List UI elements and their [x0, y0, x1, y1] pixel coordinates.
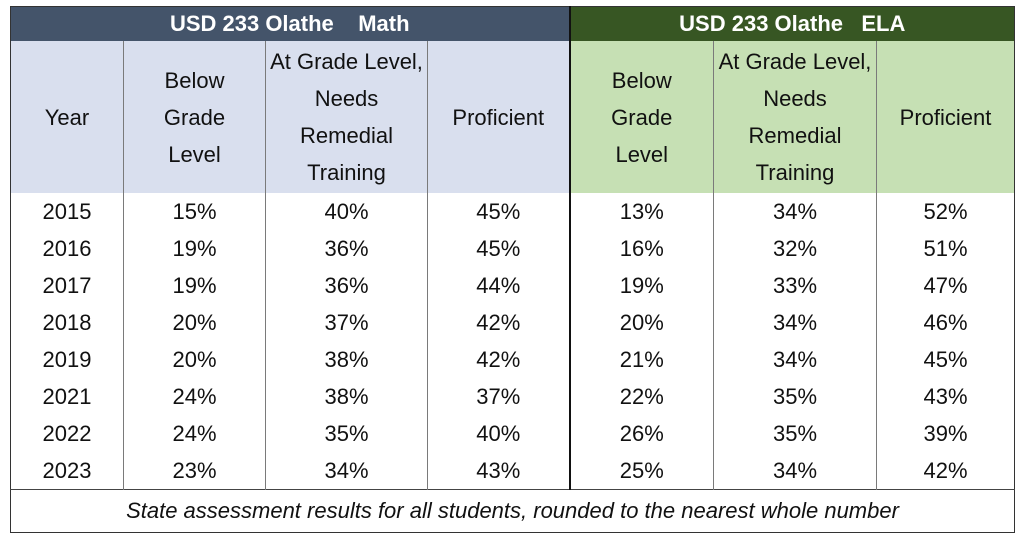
math-below-grade-cell: 20% [123, 304, 266, 341]
math-proficient-cell: 42% [427, 304, 570, 341]
table-row: 2023 23% 34% 43% 25% 34% 42% [11, 452, 1015, 490]
year-cell: 2018 [42, 309, 92, 335]
ela-below-grade-cell: 22% [568, 378, 714, 415]
math-at-grade-cell: 35% [265, 415, 428, 452]
year-cell: 2015 [42, 198, 92, 224]
year-cell: 2019 [42, 346, 92, 372]
ela-at-grade-cell: 34% [713, 452, 877, 490]
ela-at-grade-cell: 33% [713, 267, 877, 304]
math-at-grade-header: At Grade Level, Needs Remedial Training [265, 41, 428, 193]
math-proficient-cell: 44% [427, 267, 570, 304]
math-at-grade-cell: 36% [265, 230, 428, 267]
table-row: 2021 24% 38% 37% 22% 35% 43% [11, 378, 1015, 415]
math-at-grade-cell: 37% [265, 304, 428, 341]
math-proficient-cell: 37% [427, 378, 570, 415]
ela-proficient-cell: 51% [875, 230, 1015, 267]
math-below-grade-cell: 24% [123, 378, 266, 415]
year-cell: 2021 [42, 383, 92, 409]
ela-below-grade-cell: 16% [568, 230, 714, 267]
math-below-grade-cell: 15% [123, 193, 266, 230]
table-row: 2018 20% 37% 42% 20% 34% 46% [11, 304, 1015, 341]
math-at-grade-cell: 36% [265, 267, 428, 304]
math-at-grade-cell: 34% [265, 452, 428, 490]
ela-proficient-cell: 45% [875, 341, 1015, 378]
math-at-grade-cell: 38% [265, 341, 428, 378]
column-header-row: Year Below Grade Level At Grade Level, N… [10, 41, 1015, 193]
year-cell: 2023 [42, 457, 92, 483]
year-cell: 2017 [42, 272, 92, 298]
math-proficient-cell: 42% [427, 341, 570, 378]
math-proficient-cell: 45% [427, 193, 570, 230]
table-row: 2017 19% 36% 44% 19% 33% 47% [11, 267, 1015, 304]
ela-at-grade-cell: 34% [713, 341, 877, 378]
ela-proficient-cell: 47% [875, 267, 1015, 304]
ela-group-title: USD 233 Olathe ELA [568, 6, 1015, 41]
ela-at-grade-cell: 32% [713, 230, 877, 267]
assessment-results-table: USD 233 Olathe Math USD 233 Olathe ELA Y… [10, 6, 1016, 533]
math-below-grade-cell: 24% [123, 415, 266, 452]
math-proficient-cell: 43% [427, 452, 570, 490]
ela-at-grade-cell: 35% [713, 378, 877, 415]
ela-below-grade-cell: 21% [568, 341, 714, 378]
year-cell: 2016 [42, 235, 92, 261]
math-at-grade-cell: 38% [265, 378, 428, 415]
math-proficient-cell: 45% [427, 230, 570, 267]
assessment-table-container: USD 233 Olathe Math USD 233 Olathe ELA Y… [10, 6, 1016, 533]
ela-below-grade-cell: 13% [568, 193, 714, 230]
ela-below-grade-cell: 19% [568, 267, 714, 304]
ela-below-grade-header: Below Grade Level [568, 41, 714, 193]
ela-proficient-cell: 52% [875, 193, 1015, 230]
math-below-grade-header: Below Grade Level [123, 41, 266, 193]
year-column-header: Year [10, 41, 124, 193]
table-row: 2022 24% 35% 40% 26% 35% 39% [11, 415, 1015, 452]
year-cell: 2022 [42, 420, 92, 446]
math-proficient-cell: 40% [427, 415, 570, 452]
footnote-row: State assessment results for all student… [10, 489, 1015, 533]
math-below-grade-cell: 19% [123, 267, 266, 304]
results-body: 2015 15% 40% 45% 13% 34% 52% 2016 19% 36% 45% 16% 32… [11, 193, 1015, 490]
ela-proficient-header: Proficient [875, 41, 1015, 193]
ela-at-grade-cell: 34% [713, 304, 877, 341]
table-row: 2016 19% 36% 45% 16% 32% 51% [11, 230, 1015, 267]
math-proficient-header: Proficient [427, 41, 570, 193]
ela-at-grade-cell: 34% [713, 193, 877, 230]
ela-proficient-cell: 42% [875, 452, 1015, 490]
ela-below-grade-cell: 25% [568, 452, 714, 490]
math-below-grade-cell: 20% [123, 341, 266, 378]
ela-proficient-cell: 39% [875, 415, 1015, 452]
math-at-grade-cell: 40% [265, 193, 428, 230]
ela-at-grade-header: At Grade Level, Needs Remedial Training [713, 41, 877, 193]
table-row: 2015 15% 40% 45% 13% 34% 52% [11, 193, 1015, 230]
ela-below-grade-cell: 26% [568, 415, 714, 452]
ela-proficient-cell: 46% [875, 304, 1015, 341]
footnote: State assessment results for all student… [10, 489, 1015, 533]
ela-below-grade-cell: 20% [568, 304, 714, 341]
math-group-title: USD 233 Olathe Math [10, 6, 570, 41]
group-header-row: USD 233 Olathe Math USD 233 Olathe ELA [10, 6, 1015, 41]
math-below-grade-cell: 19% [123, 230, 266, 267]
math-below-grade-cell: 23% [123, 452, 266, 490]
table-row: 2019 20% 38% 42% 21% 34% 45% [11, 341, 1015, 378]
ela-at-grade-cell: 35% [713, 415, 877, 452]
ela-proficient-cell: 43% [875, 378, 1015, 415]
